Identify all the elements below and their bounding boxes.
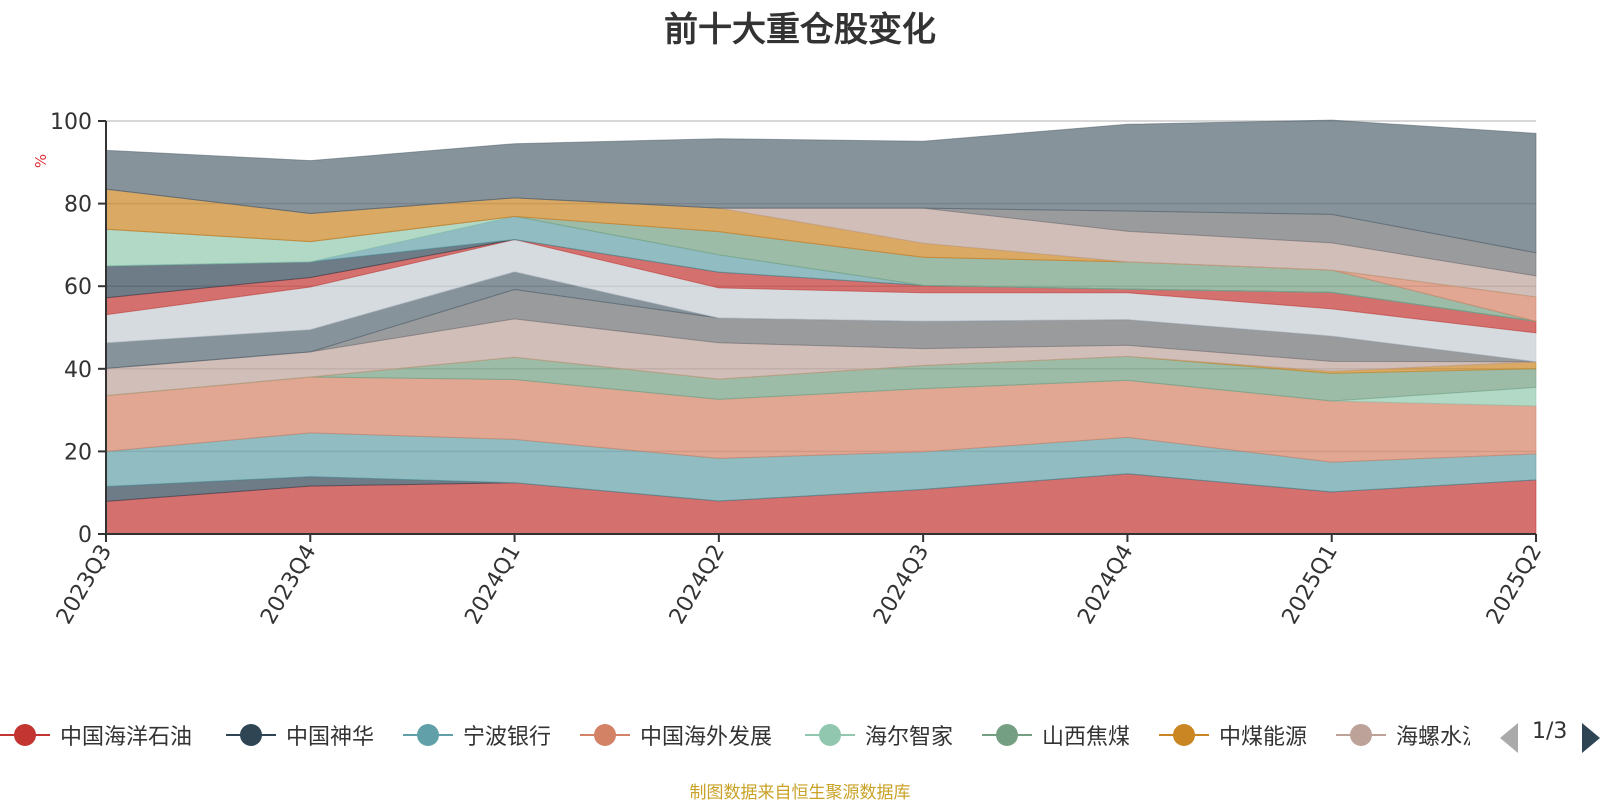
legend-swatch-icon	[982, 720, 1032, 750]
legend-swatch-icon	[0, 720, 50, 750]
legend-swatch-icon	[805, 720, 855, 750]
legend-swatch-icon	[403, 720, 453, 750]
x-tick-label: 2025Q1	[1278, 541, 1343, 629]
legend-items: 中国海洋石油 中国神华 宁波银行 中国海外发展 海尔智家 山西焦煤 中煤能源 海螺水泥	[0, 715, 1470, 755]
x-tick-label: 2024Q3	[869, 541, 934, 629]
x-tick-label: 2024Q1	[460, 541, 525, 629]
x-tick-label: 2024Q2	[665, 541, 730, 629]
legend-prev-page-icon[interactable]	[1500, 723, 1518, 753]
y-tick-label: 0	[78, 523, 92, 548]
x-tick-label: 2023Q3	[52, 541, 117, 629]
x-tick-labels: 2023Q3 2023Q4 2024Q1 2024Q2 2024Q3 2024Q4 2025…	[52, 541, 1547, 629]
legend-item[interactable]: 中国神华	[226, 715, 374, 755]
legend-item[interactable]: 中国海洋石油	[0, 715, 192, 755]
y-tick-label: 60	[64, 275, 92, 300]
y-tick-label: 100	[50, 110, 92, 135]
legend-label: 宁波银行	[463, 725, 552, 750]
chart-title: 前十大重仓股变化	[664, 10, 936, 50]
legend-swatch-icon	[1159, 720, 1209, 750]
legend-item[interactable]: 海螺水泥	[1336, 715, 1470, 755]
legend-swatch-icon	[580, 720, 630, 750]
y-tick-label: 40	[64, 358, 92, 383]
legend-label: 海尔智家	[865, 725, 954, 750]
legend-item[interactable]: 海尔智家	[805, 715, 953, 755]
legend: 中国海洋石油 中国神华 宁波银行 中国海外发展 海尔智家 山西焦煤 中煤能源 海螺水泥 1/3	[0, 715, 1600, 755]
legend-item[interactable]: 中煤能源	[1159, 715, 1307, 755]
x-tick-label: 2025Q2	[1482, 541, 1547, 629]
y-tick-label: 20	[64, 440, 92, 465]
area-series	[105, 119, 1537, 535]
legend-item[interactable]: 山西焦煤	[982, 715, 1130, 755]
legend-label: 中国神华	[286, 725, 375, 750]
legend-label: 中煤能源	[1219, 725, 1308, 750]
y-tick-label: 80	[64, 193, 92, 218]
x-tick-label: 2023Q4	[256, 541, 321, 629]
legend-label: 海螺水泥	[1396, 725, 1470, 750]
legend-item[interactable]: 中国海外发展	[580, 715, 772, 755]
legend-page-indicator: 1/3	[1532, 719, 1568, 744]
x-tick-label: 2024Q4	[1073, 541, 1138, 629]
y-tick-labels: 0 20 40 60 80 100	[50, 110, 92, 548]
legend-next-page-icon[interactable]	[1582, 723, 1600, 753]
axes	[98, 120, 1537, 542]
legend-swatch-icon	[226, 720, 276, 750]
legend-label: 中国海洋石油	[60, 725, 193, 750]
legend-label: 中国海外发展	[640, 725, 773, 750]
source-note: 制图数据来自恒生聚源数据库	[689, 783, 911, 803]
legend-swatch-icon	[1336, 720, 1386, 750]
legend-item[interactable]: 宁波银行	[403, 715, 551, 755]
area-series-band[interactable]	[105, 119, 1537, 254]
legend-label: 山西焦煤	[1042, 725, 1131, 750]
